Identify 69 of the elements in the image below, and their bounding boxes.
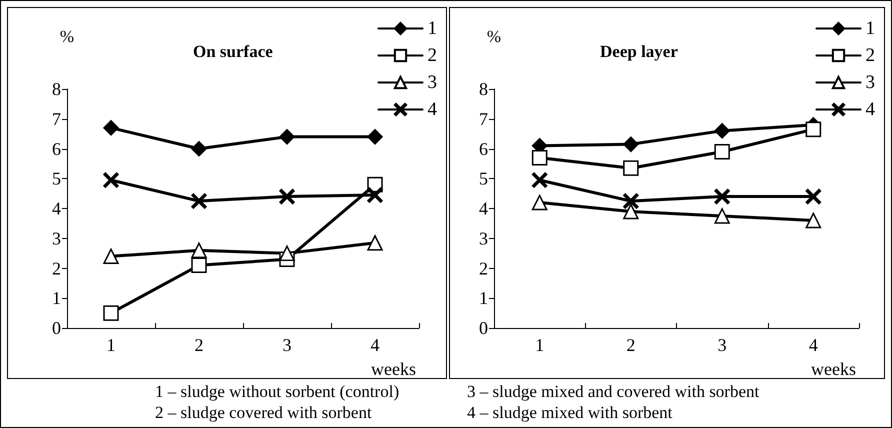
chart-title: On surface xyxy=(193,42,274,61)
y-tick-label: 1 xyxy=(479,288,488,308)
point xyxy=(103,305,119,321)
legend-label: 1 xyxy=(866,18,875,39)
legend-label: 4 xyxy=(866,99,876,120)
x-tick-label: 2 xyxy=(194,335,204,355)
point xyxy=(191,193,207,209)
point xyxy=(532,194,548,210)
point xyxy=(367,235,383,251)
text: 2 – sludge covered with sorbent xyxy=(155,402,373,423)
x-tick-label: 4 xyxy=(808,335,818,355)
point xyxy=(623,136,639,152)
point xyxy=(806,212,822,228)
y-tick-label: 0 xyxy=(52,318,61,338)
point xyxy=(367,129,383,145)
text: 1 – sludge without sorbent (control) xyxy=(155,381,400,402)
y-tick-label: 2 xyxy=(52,258,61,278)
point xyxy=(191,141,207,156)
y-tick-label: 7 xyxy=(52,108,61,129)
y-tick-label: 4 xyxy=(52,198,61,218)
y-axis-title: % xyxy=(486,27,502,46)
y-tick-label: 1 xyxy=(52,288,61,308)
y-tick-label: 0 xyxy=(479,318,488,338)
legend-label: 3 xyxy=(866,72,875,93)
chart-title: Deep layer xyxy=(600,42,678,61)
x-tick-label: 2 xyxy=(626,335,636,355)
y-tick-label: 6 xyxy=(479,138,488,159)
point xyxy=(103,120,119,136)
legend-label: 4 xyxy=(428,99,438,120)
point xyxy=(279,246,295,262)
y-tick-label: 3 xyxy=(479,228,488,248)
legend-label: 1 xyxy=(428,18,437,39)
x-tick-label: 1 xyxy=(535,335,544,355)
point xyxy=(714,188,730,204)
point xyxy=(806,188,822,204)
point xyxy=(714,144,730,160)
point xyxy=(623,160,639,176)
x-tick-label: 3 xyxy=(718,335,727,355)
point xyxy=(191,258,207,274)
point xyxy=(279,188,295,204)
x-tick-label: 4 xyxy=(370,335,380,355)
y-tick-label: 8 xyxy=(52,79,61,99)
x-tick-label: 3 xyxy=(282,335,292,355)
point xyxy=(532,150,548,166)
y-tick-label: 8 xyxy=(479,79,488,99)
y-tick-label: 5 xyxy=(52,168,61,189)
point xyxy=(714,208,730,224)
y-tick-label: 4 xyxy=(479,198,488,218)
x-axis-title: weeks xyxy=(371,359,416,379)
point xyxy=(806,122,822,138)
y-tick-label: 5 xyxy=(479,168,488,189)
point xyxy=(279,129,295,145)
text: 3 – sludge mixed and covered with sorbent xyxy=(467,381,760,402)
y-axis-title: % xyxy=(60,27,74,46)
x-tick-label: 1 xyxy=(106,335,116,355)
y-tick-label: 7 xyxy=(479,108,488,129)
point xyxy=(532,172,548,188)
x-axis-title: weeks xyxy=(811,359,856,379)
point xyxy=(623,193,639,209)
y-tick-label: 3 xyxy=(52,228,61,248)
text: 4 – sludge mixed with sorbent xyxy=(467,402,674,423)
legend-label: 3 xyxy=(428,72,437,93)
point xyxy=(103,172,119,188)
point xyxy=(367,187,383,203)
y-tick-label: 6 xyxy=(52,138,61,159)
y-tick-label: 2 xyxy=(479,258,488,278)
legend-label: 2 xyxy=(866,45,875,66)
legend-label: 2 xyxy=(428,45,437,66)
point xyxy=(714,123,730,139)
